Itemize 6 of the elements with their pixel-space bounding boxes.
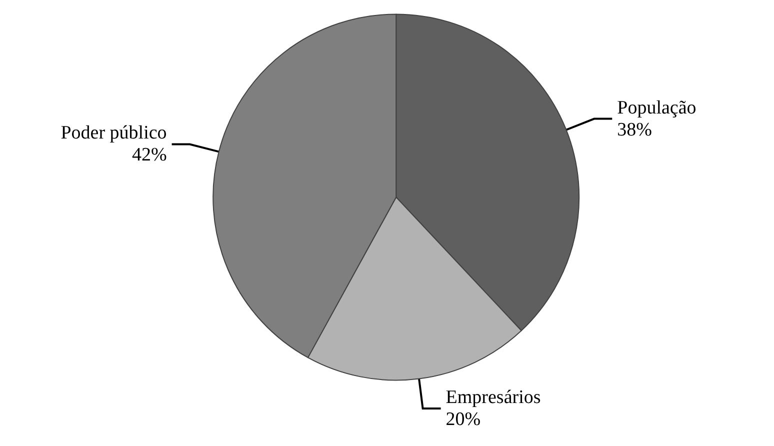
data-label: 20% — [446, 409, 481, 430]
data-label: 38% — [617, 119, 652, 140]
slice-label: Poder público — [60, 122, 167, 144]
slice-label: População — [617, 97, 696, 118]
slice-label: Empresários — [446, 387, 541, 408]
data-label: 42% — [132, 144, 167, 166]
